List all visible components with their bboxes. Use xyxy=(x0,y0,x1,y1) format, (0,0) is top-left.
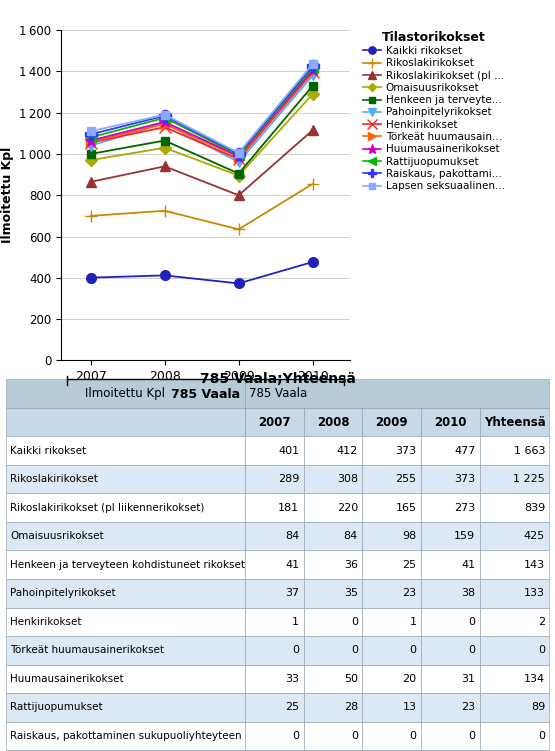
Text: 785 Vaala: 785 Vaala xyxy=(249,387,307,400)
Text: 273: 273 xyxy=(454,502,476,513)
Text: 0: 0 xyxy=(410,731,417,741)
Text: 35: 35 xyxy=(344,588,358,599)
Text: 41: 41 xyxy=(461,559,476,570)
Text: 373: 373 xyxy=(454,474,476,484)
Text: 477: 477 xyxy=(454,445,476,456)
Text: 401: 401 xyxy=(278,445,299,456)
Text: 0: 0 xyxy=(292,731,299,741)
Text: Törkeät huumausainerikokset: Törkeät huumausainerikokset xyxy=(10,645,164,656)
Text: 181: 181 xyxy=(278,502,299,513)
Text: 134: 134 xyxy=(524,674,545,684)
Text: 13: 13 xyxy=(402,702,417,713)
Text: 98: 98 xyxy=(402,531,417,541)
Text: Kaikki rikokset: Kaikki rikokset xyxy=(10,445,86,456)
Text: 425: 425 xyxy=(524,531,545,541)
Text: 133: 133 xyxy=(524,588,545,599)
Text: 0: 0 xyxy=(351,645,358,656)
Text: 308: 308 xyxy=(337,474,358,484)
Text: Rikoslakirikokset: Rikoslakirikokset xyxy=(10,474,98,484)
Text: 33: 33 xyxy=(285,674,299,684)
Text: 0: 0 xyxy=(468,645,476,656)
Text: 31: 31 xyxy=(461,674,476,684)
Text: 0: 0 xyxy=(468,617,476,627)
Text: 839: 839 xyxy=(524,502,545,513)
Text: 159: 159 xyxy=(454,531,476,541)
Text: Yhteensä: Yhteensä xyxy=(484,415,546,429)
Text: 23: 23 xyxy=(461,702,476,713)
Text: 0: 0 xyxy=(351,617,358,627)
Text: 2: 2 xyxy=(538,617,545,627)
Text: 220: 220 xyxy=(337,502,358,513)
Text: 37: 37 xyxy=(285,588,299,599)
Text: 143: 143 xyxy=(524,559,545,570)
Y-axis label: Ilmoitettu Kpl: Ilmoitettu Kpl xyxy=(1,147,14,243)
Text: 2007: 2007 xyxy=(258,415,290,429)
Text: Pahoinpitelyrikokset: Pahoinpitelyrikokset xyxy=(10,588,115,599)
Text: Omaisuusrikokset: Omaisuusrikokset xyxy=(10,531,104,541)
Text: Raiskaus, pakottaminen sukupuoliyhteyteen: Raiskaus, pakottaminen sukupuoliyhteytee… xyxy=(10,731,241,741)
Text: 2010: 2010 xyxy=(434,415,467,429)
Text: 1 663: 1 663 xyxy=(513,445,545,456)
Text: 0: 0 xyxy=(538,645,545,656)
Text: 1: 1 xyxy=(292,617,299,627)
Text: 0: 0 xyxy=(292,645,299,656)
Text: 785 Vaala;Yhteensä: 785 Vaala;Yhteensä xyxy=(200,372,355,386)
Text: 23: 23 xyxy=(402,588,417,599)
Text: 2008: 2008 xyxy=(317,415,349,429)
Text: 84: 84 xyxy=(344,531,358,541)
Text: Huumausainerikokset: Huumausainerikokset xyxy=(10,674,124,684)
Text: 412: 412 xyxy=(337,445,358,456)
Text: 1: 1 xyxy=(410,617,417,627)
Text: Rattijuopumukset: Rattijuopumukset xyxy=(10,702,103,713)
Text: 0: 0 xyxy=(468,731,476,741)
Text: 38: 38 xyxy=(461,588,476,599)
Text: 28: 28 xyxy=(344,702,358,713)
Text: 0: 0 xyxy=(351,731,358,741)
Text: Henkirikokset: Henkirikokset xyxy=(10,617,82,627)
Text: 84: 84 xyxy=(285,531,299,541)
Text: 2009: 2009 xyxy=(375,415,408,429)
Text: 0: 0 xyxy=(410,645,417,656)
Legend: Kaikki rikokset, Rikoslakirikokset, Rikoslakirikokset (pl ..., Omaisuusrikokset,: Kaikki rikokset, Rikoslakirikokset, Riko… xyxy=(361,29,507,193)
Text: 373: 373 xyxy=(396,445,417,456)
Text: 289: 289 xyxy=(278,474,299,484)
Text: 41: 41 xyxy=(285,559,299,570)
Text: Rikoslakirikokset (pl liikennerikokset): Rikoslakirikokset (pl liikennerikokset) xyxy=(10,502,204,513)
Text: Ilmoitettu Kpl: Ilmoitettu Kpl xyxy=(85,387,165,400)
Text: 25: 25 xyxy=(402,559,417,570)
Text: 36: 36 xyxy=(344,559,358,570)
Text: 50: 50 xyxy=(344,674,358,684)
Text: 1 225: 1 225 xyxy=(513,474,545,484)
Text: 20: 20 xyxy=(402,674,417,684)
Text: 785 Vaala: 785 Vaala xyxy=(171,388,240,401)
Text: 165: 165 xyxy=(396,502,417,513)
Text: 89: 89 xyxy=(531,702,545,713)
Text: Henkeen ja terveyteen kohdistuneet rikokset: Henkeen ja terveyteen kohdistuneet rikok… xyxy=(10,559,245,570)
Text: 0: 0 xyxy=(538,731,545,741)
Text: 255: 255 xyxy=(396,474,417,484)
Text: 25: 25 xyxy=(285,702,299,713)
